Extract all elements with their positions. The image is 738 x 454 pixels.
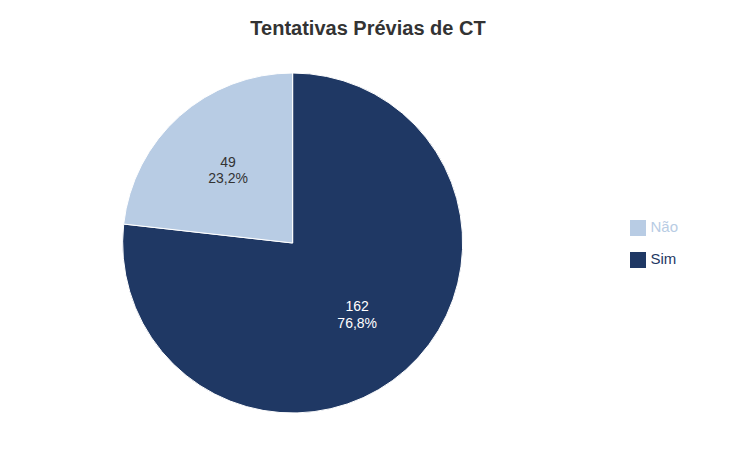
html-text:Não: Não bbox=[650, 218, 678, 235]
svg-text:16276,8%: 16276,8% bbox=[337, 298, 377, 331]
svg-text:4923,2%: 4923,2% bbox=[208, 154, 248, 187]
html-text:Sim: Sim bbox=[650, 250, 677, 267]
html-text:Tentativas Prévias de CT: Tentativas Prévias de CT bbox=[250, 17, 486, 39]
